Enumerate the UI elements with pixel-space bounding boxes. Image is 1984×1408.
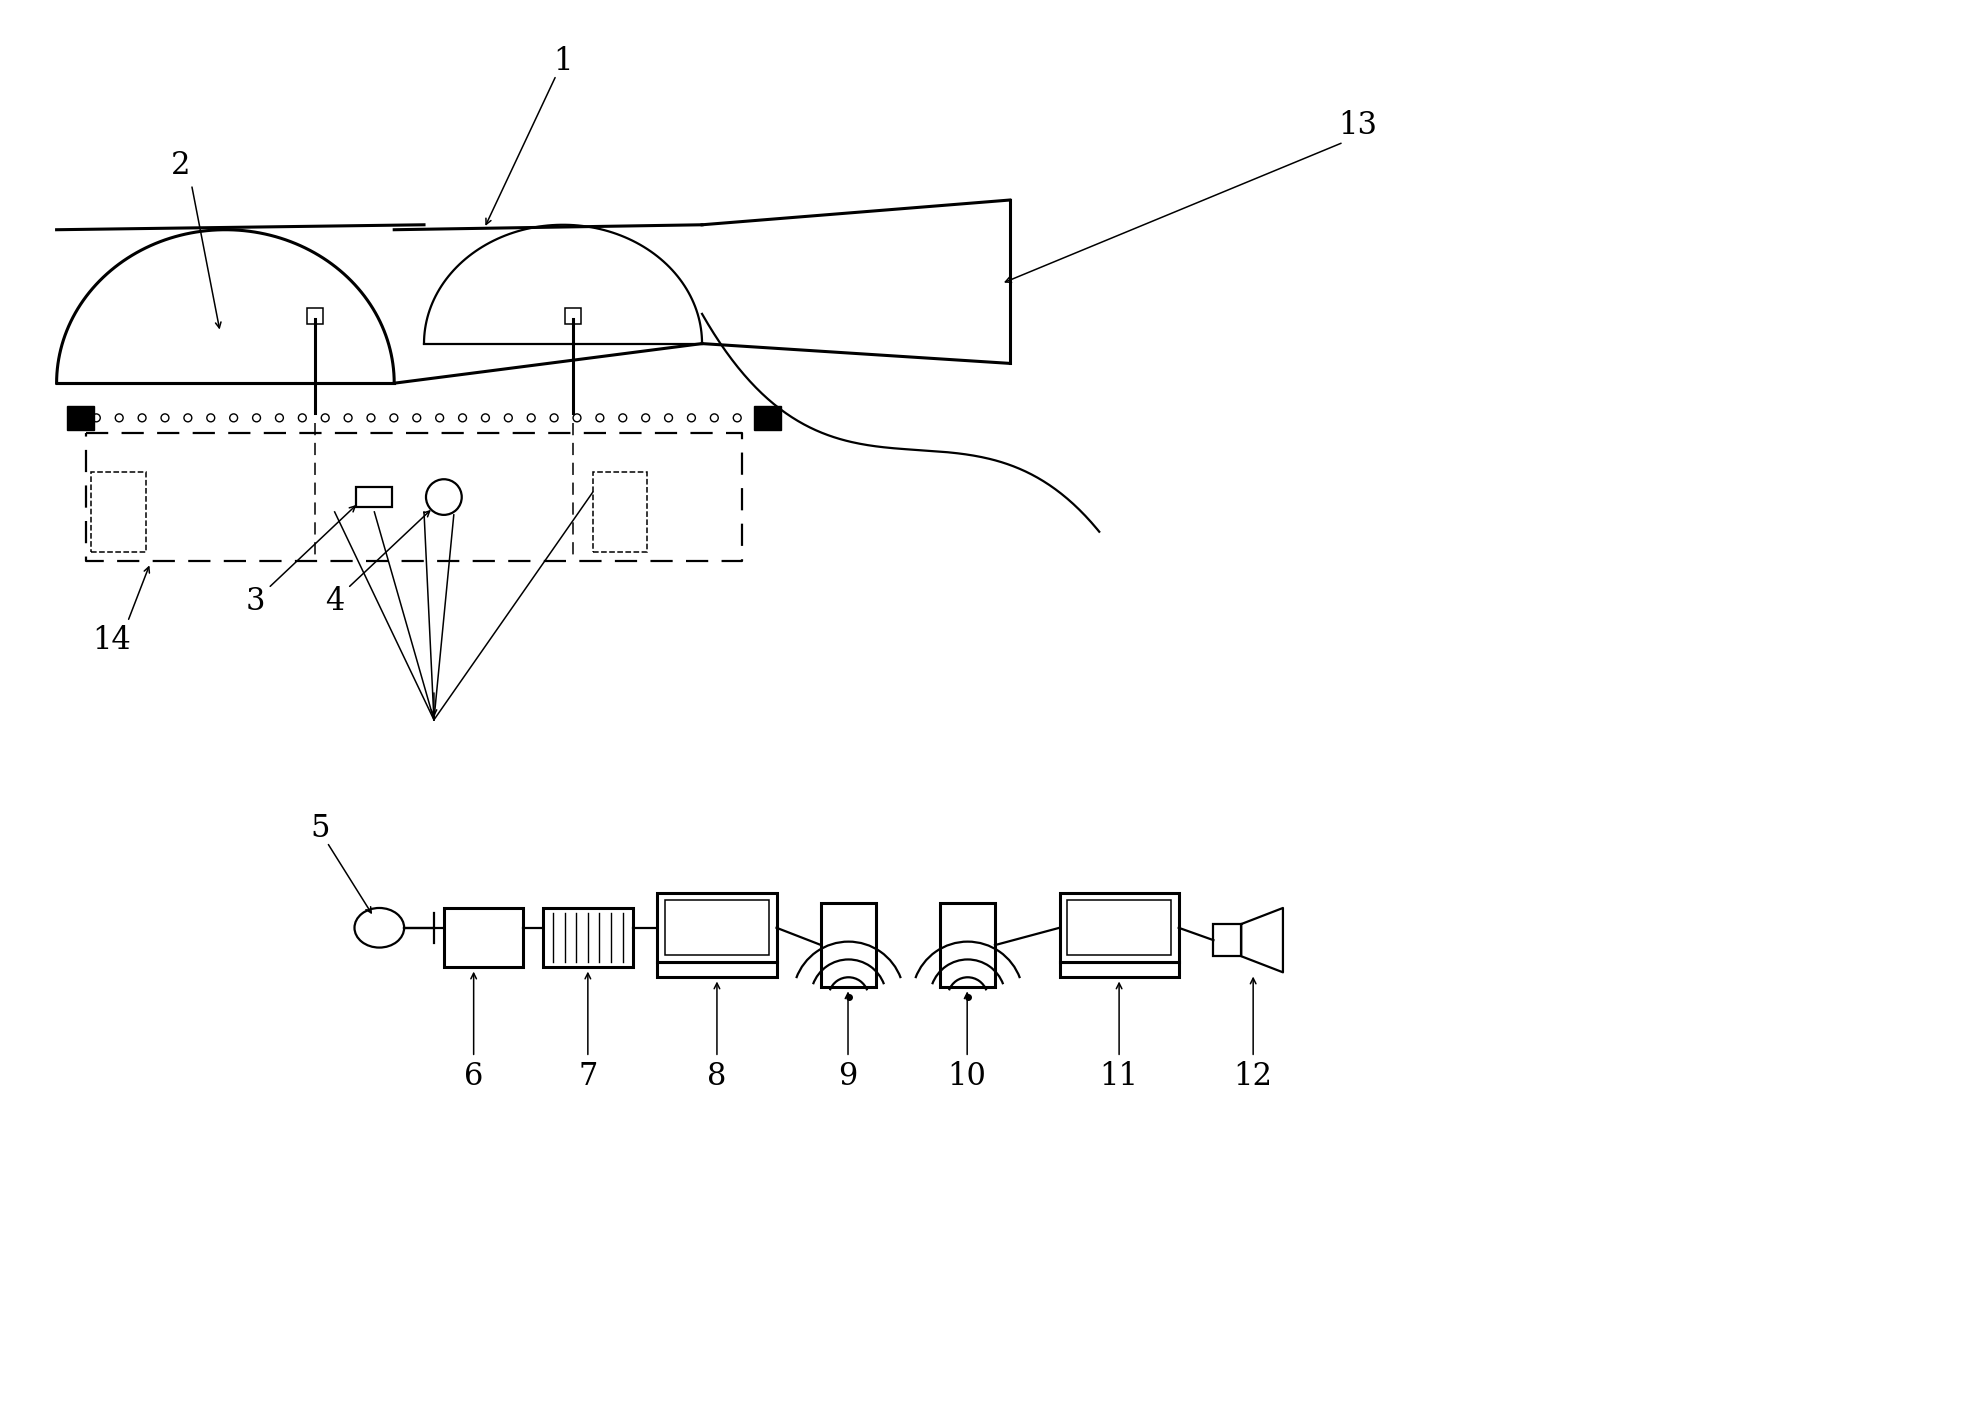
Text: 14: 14 bbox=[91, 625, 131, 656]
Text: 1: 1 bbox=[554, 46, 573, 77]
Text: 13: 13 bbox=[1337, 110, 1377, 141]
Bar bbox=[308, 308, 323, 324]
Bar bbox=[67, 406, 95, 429]
Bar bbox=[544, 908, 633, 967]
Bar bbox=[1059, 963, 1178, 977]
Text: 4: 4 bbox=[325, 586, 345, 617]
Bar bbox=[754, 406, 782, 429]
Text: 6: 6 bbox=[464, 1060, 484, 1091]
Bar bbox=[665, 900, 768, 956]
Bar bbox=[565, 308, 581, 324]
FancyBboxPatch shape bbox=[91, 472, 147, 552]
Bar bbox=[357, 487, 393, 507]
Text: 8: 8 bbox=[706, 1060, 726, 1091]
Text: 12: 12 bbox=[1234, 1060, 1272, 1091]
Text: 10: 10 bbox=[948, 1060, 986, 1091]
Text: 2: 2 bbox=[171, 149, 190, 180]
Bar bbox=[940, 903, 996, 987]
Text: 3: 3 bbox=[246, 586, 266, 617]
Bar bbox=[1059, 893, 1178, 963]
Bar bbox=[821, 903, 875, 987]
Text: 11: 11 bbox=[1099, 1060, 1139, 1091]
Text: 7: 7 bbox=[577, 1060, 597, 1091]
Bar bbox=[657, 963, 776, 977]
Bar bbox=[444, 908, 524, 967]
Bar bbox=[657, 893, 776, 963]
Bar bbox=[1214, 924, 1242, 956]
Text: 5: 5 bbox=[310, 814, 329, 845]
FancyBboxPatch shape bbox=[593, 472, 647, 552]
Bar bbox=[1067, 900, 1171, 956]
Text: 9: 9 bbox=[839, 1060, 857, 1091]
Ellipse shape bbox=[355, 908, 405, 948]
